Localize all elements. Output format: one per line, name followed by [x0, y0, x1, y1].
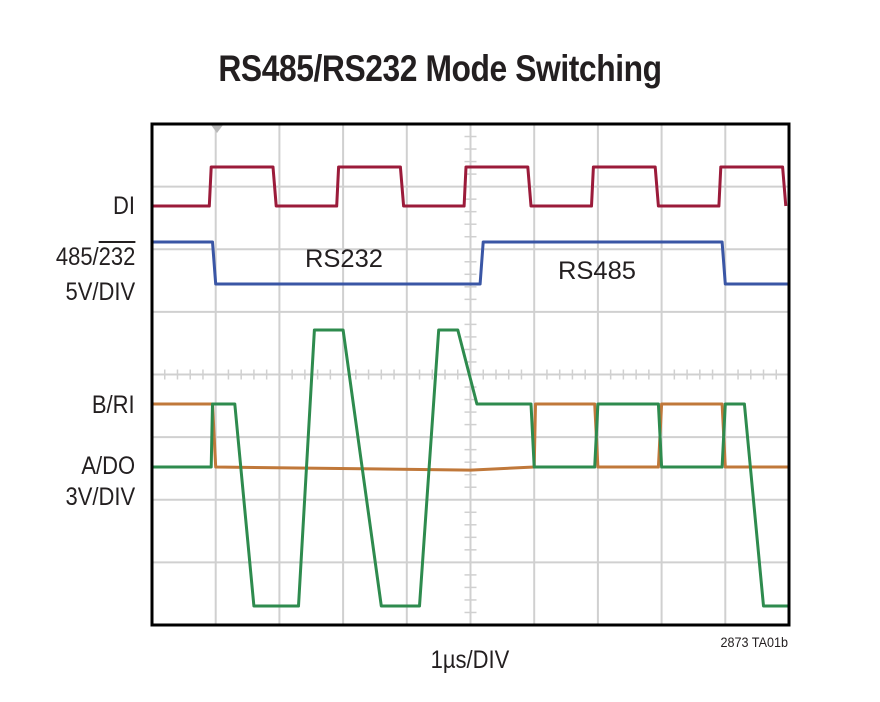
trace-b-ri: [152, 402, 789, 472]
label-di: DI: [113, 192, 135, 220]
trace-485-232: [152, 240, 789, 286]
traces: [152, 165, 789, 608]
label-bus-scale: 3V/DIV: [65, 483, 135, 511]
trace-a-do: [152, 328, 789, 608]
figure-id: 2873 TA01b: [720, 634, 789, 650]
label-mode-overline: 232: [98, 243, 135, 271]
label-mode-prefix: 485/: [55, 243, 99, 271]
trace-di: [152, 165, 788, 208]
plot-frame: [150, 122, 791, 627]
annotation-rs485: RS485: [558, 257, 636, 285]
label-mode-select: 485/232: [55, 243, 135, 271]
x-axis-label: 1µs/DIV: [430, 646, 510, 674]
annotation-rs232: RS232: [305, 245, 383, 273]
trigger-marker-icon: [211, 125, 223, 133]
grid: [152, 124, 789, 625]
chart-title: RS485/RS232 Mode Switching: [218, 48, 662, 89]
label-a-do: A/DO: [81, 452, 135, 480]
label-mode-scale: 5V/DIV: [65, 278, 135, 306]
label-b-ri: B/RI: [92, 391, 135, 419]
